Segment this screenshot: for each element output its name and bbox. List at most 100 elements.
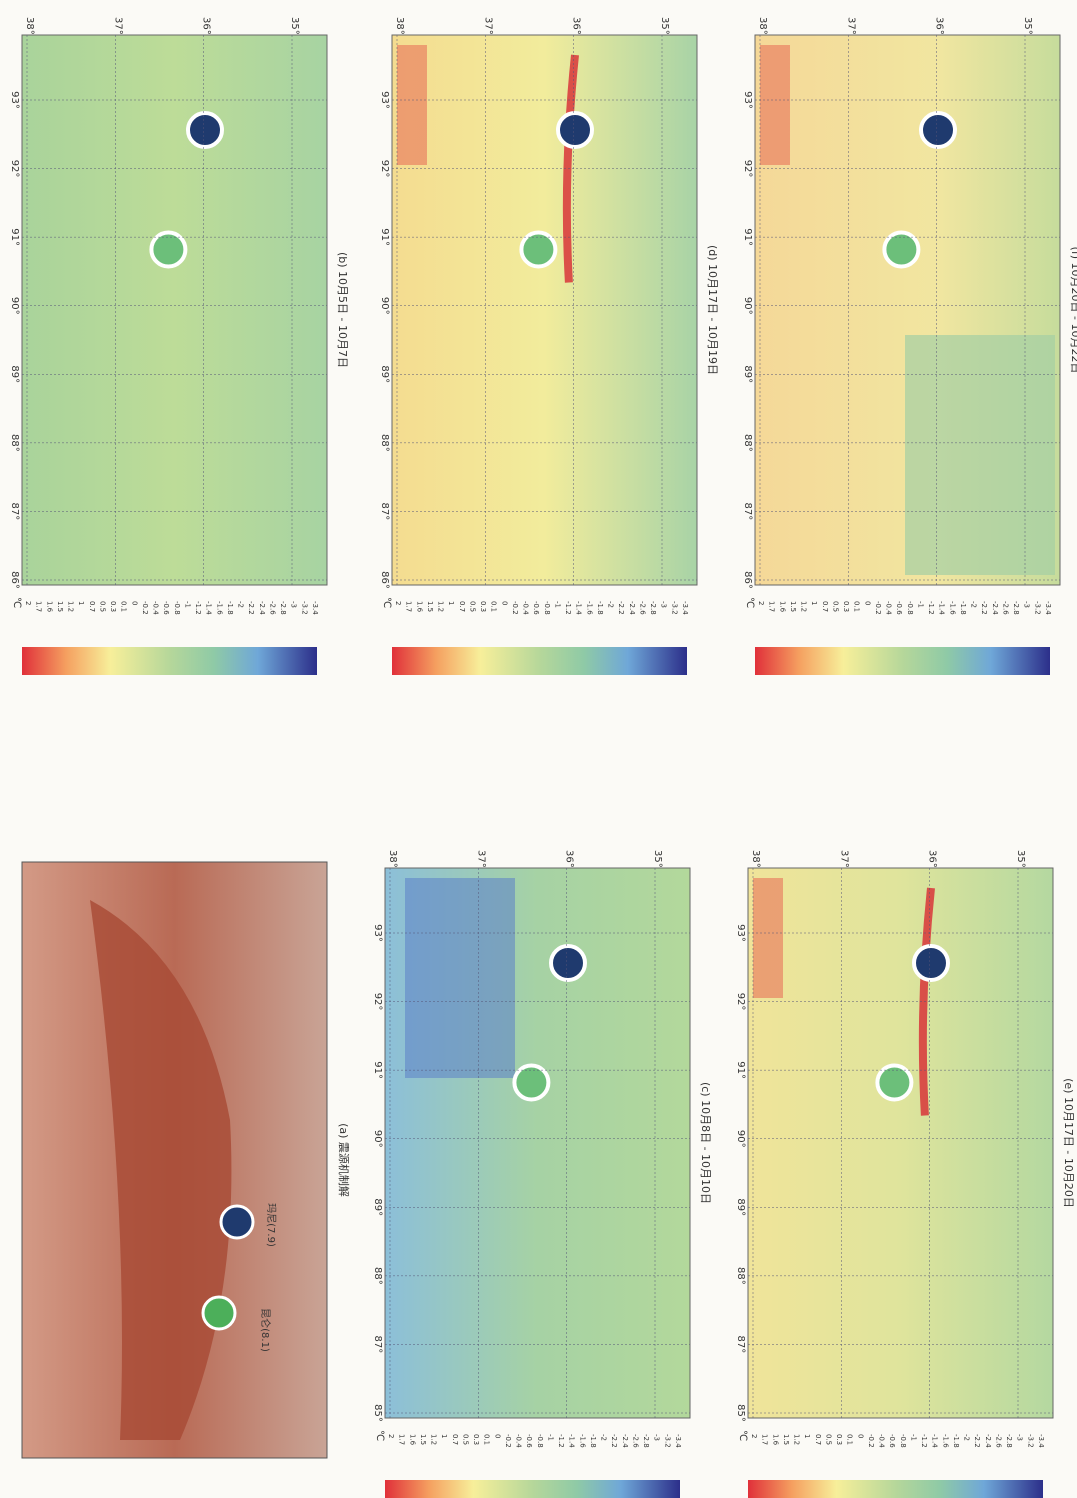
lon-label: 89°	[735, 1198, 746, 1216]
colorbar-label: 1.2	[67, 601, 75, 612]
lon-label: 89°	[379, 365, 390, 383]
colorbar-label: 2	[394, 601, 402, 605]
colorbar-unit: ℃	[374, 1430, 385, 1441]
colorbar-label: 1	[803, 1434, 811, 1438]
colorbar-label: 2	[387, 1434, 395, 1438]
colorbar-unit: ℃	[11, 597, 22, 608]
colorbar-label: -1.8	[596, 601, 604, 615]
caption: (f) 10月20日 - 10月22日	[1069, 247, 1077, 374]
beachball	[514, 1066, 548, 1100]
colorbar-label: 1.5	[419, 1434, 427, 1445]
colorbar-label: 0.1	[490, 601, 498, 612]
caption: (e) 10月17日 - 10月20日	[1062, 1078, 1075, 1208]
lon-label: 86°	[9, 571, 20, 589]
lon-label: 88°	[9, 434, 20, 452]
colorbar-label: -1	[546, 1434, 554, 1441]
beachball	[884, 233, 918, 267]
colorbar-label: -1.2	[557, 1434, 565, 1448]
colorbar-label: -2.8	[279, 601, 287, 615]
colorbar-label: -1.6	[941, 1434, 949, 1448]
colorbar-label: 0.7	[88, 601, 96, 612]
lon-label: 91°	[742, 228, 753, 246]
beachball	[188, 113, 222, 147]
colorbar-label: -0.8	[173, 601, 181, 615]
colorbar-label: 1	[77, 601, 85, 605]
lon-label: 90°	[735, 1130, 746, 1148]
colorbar-label: -1.2	[927, 601, 935, 615]
colorbar-unit: ℃	[737, 1430, 748, 1441]
colorbar-label: -1.4	[938, 601, 946, 615]
cool-region	[905, 335, 1055, 575]
colorbar-label: 0.1	[483, 1434, 491, 1445]
colorbar	[748, 1480, 1043, 1498]
colorbar-label: 1.5	[782, 1434, 790, 1445]
lat-label: 36°	[571, 17, 582, 35]
lon-label: 89°	[742, 365, 753, 383]
colorbar-label: -2	[970, 601, 978, 608]
colorbar-label: -2.8	[1012, 601, 1020, 615]
colorbar-label: 1.7	[768, 601, 776, 612]
colorbar-label: -3	[660, 601, 668, 608]
colorbar-label: -0.4	[878, 1434, 886, 1448]
lon-label: 92°	[735, 993, 746, 1011]
lat-label: 36°	[564, 850, 575, 868]
colorbar-label: 1.2	[437, 601, 445, 612]
beachball	[558, 113, 592, 147]
colorbar-label: -1.8	[589, 1434, 597, 1448]
lat-label: 35°	[1022, 17, 1033, 35]
lon-label: 91°	[379, 228, 390, 246]
colorbar-label: -3.2	[670, 601, 678, 615]
colorbar-label: 1.5	[56, 601, 64, 612]
colorbar-label: -0.2	[867, 1434, 875, 1448]
colorbar-label: -0.8	[536, 1434, 544, 1448]
beachball	[914, 946, 948, 980]
lon-label: 93°	[742, 91, 753, 109]
lon-label: 92°	[379, 160, 390, 178]
lon-label: 86°	[379, 571, 390, 589]
colorbar-label: 2	[757, 601, 765, 605]
lat-label: 35°	[659, 17, 670, 35]
colorbar-label: 1	[810, 601, 818, 605]
event-label: 昆仑(8.1)	[259, 1308, 272, 1352]
colorbar-label: -3.2	[300, 601, 308, 615]
colorbar-label: -0.8	[543, 601, 551, 615]
colorbar-label: 0.5	[468, 601, 476, 612]
colorbar-label: -1.6	[585, 601, 593, 615]
colorbar-label: 1.5	[426, 601, 434, 612]
lat-label: 37°	[112, 17, 123, 35]
colorbar-label: -3.4	[1037, 1434, 1045, 1448]
colorbar-label: 0.3	[835, 1434, 843, 1445]
colorbar-label: 1.6	[45, 601, 53, 613]
colorbar-label: -2.2	[617, 601, 625, 615]
colorbar-label: -1	[553, 601, 561, 608]
colorbar-label: 1.5	[789, 601, 797, 612]
colorbar-label: -1.2	[920, 1434, 928, 1448]
lat-label: 37°	[845, 17, 856, 35]
lat-label: 35°	[289, 17, 300, 35]
figure-page: (a) 震源机制解 昆仑(8.1) 玛尼(7.9) 38°37°36°35°86…	[0, 0, 1077, 1498]
colorbar-label: -3.2	[663, 1434, 671, 1448]
colorbar-label: -2.2	[247, 601, 255, 615]
lon-label: 85°	[372, 1404, 383, 1422]
colorbar-label: -1.8	[952, 1434, 960, 1448]
colorbar-label: -1.4	[568, 1434, 576, 1448]
colorbar-label: -0.8	[899, 1434, 907, 1448]
caption: (b) 10月5日 - 10月7日	[336, 252, 349, 368]
lon-label: 93°	[372, 924, 383, 942]
colorbar-label: -1.8	[226, 601, 234, 615]
colorbar-label: -3.4	[674, 1434, 682, 1448]
lon-label: 87°	[735, 1336, 746, 1354]
colorbar-label: -2.8	[649, 601, 657, 615]
colorbar-label: -0.2	[511, 601, 519, 615]
colorbar-label: -2.6	[638, 601, 646, 615]
colorbar-label: -0.6	[162, 601, 170, 615]
colorbar-label: 0.3	[109, 601, 117, 612]
colorbar-label: -3.2	[1033, 601, 1041, 615]
colorbar-label: 0.7	[451, 1434, 459, 1445]
beachball	[921, 113, 955, 147]
colorbar-label: 0	[856, 1434, 864, 1438]
colorbar-label: -3.4	[311, 601, 319, 615]
colorbar-label: -2.6	[268, 601, 276, 615]
lon-label: 91°	[372, 1061, 383, 1079]
colorbar-label: -1.6	[948, 601, 956, 615]
